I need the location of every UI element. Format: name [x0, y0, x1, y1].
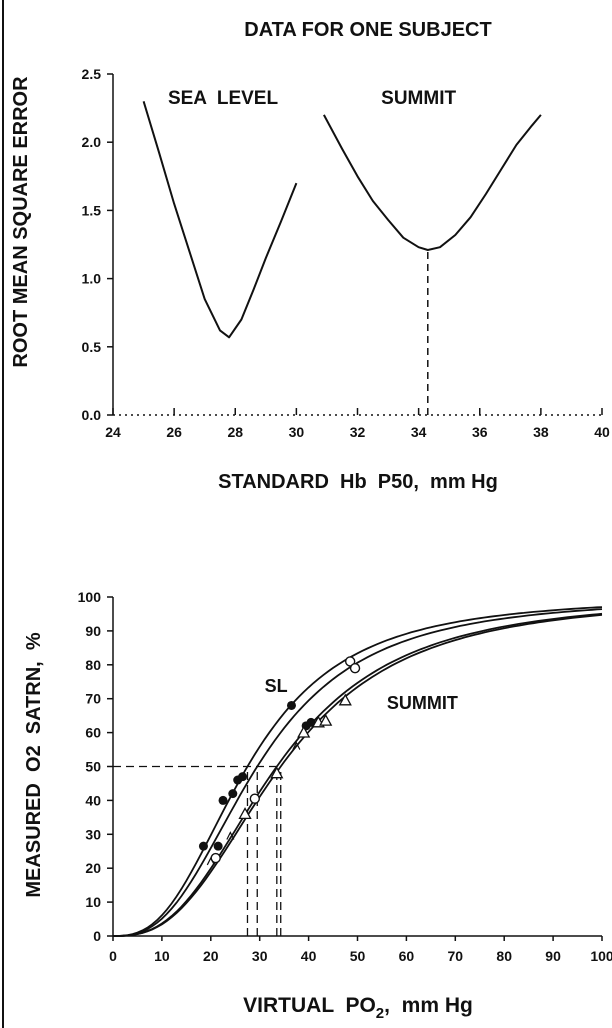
- x-axis-label: VIRTUAL PO2, mm Hg: [243, 994, 473, 1022]
- x-tick-label: 28: [227, 424, 243, 440]
- data-point-filled-circle: [213, 841, 223, 851]
- curve-annotation: SUMMIT: [387, 693, 458, 713]
- y-tick-label: 100: [78, 589, 102, 605]
- data-point-open-circle: [344, 656, 356, 667]
- data-point-open-circle: [249, 793, 261, 804]
- y-tick-label: 1.5: [82, 202, 102, 218]
- curve-annotation: SUMMIT: [381, 88, 456, 109]
- error-curve-1: [142, 101, 298, 339]
- x-tick-label: 50: [350, 948, 366, 964]
- y-tick-label: 30: [85, 826, 101, 842]
- y-tick-label: 40: [85, 792, 101, 808]
- y-tick-label: 10: [85, 894, 101, 910]
- data-point-filled-circle: [238, 772, 248, 782]
- y-tick-label: 90: [85, 623, 101, 639]
- x-tick-label: 80: [496, 948, 512, 964]
- y-tick-label: 1.0: [82, 271, 102, 287]
- data-point-open-triangle: [238, 807, 252, 820]
- y-tick-label: 2.0: [82, 134, 102, 150]
- saturation-curve-chart: MEASURED O2 SATRN, % VIRTUAL PO2, mm Hg …: [23, 589, 612, 1022]
- x-tick-label: 10: [154, 948, 170, 964]
- x-tick-label: 90: [545, 948, 561, 964]
- x-tick-label: 30: [289, 424, 305, 440]
- data-point-filled-circle: [218, 795, 228, 805]
- saturation-curve-4: [113, 614, 603, 937]
- x-axis-label: STANDARD Hb P50, mm Hg: [218, 471, 498, 493]
- saturation-curve-3: [113, 612, 603, 937]
- y-tick-label: 0.0: [82, 407, 102, 423]
- x-tick-label: 70: [448, 948, 464, 964]
- y-tick-label: 60: [85, 725, 101, 741]
- y-tick-label: 0.5: [82, 339, 102, 355]
- curve-annotation: SL: [265, 676, 288, 696]
- data-point-filled-circle: [228, 789, 238, 799]
- x-tick-label: 34: [411, 424, 427, 440]
- x-tick-label: 40: [301, 948, 317, 964]
- data-point-open-triangle: [338, 693, 352, 706]
- x-tick-label: 40: [594, 424, 610, 440]
- x-axis-label-main: VIRTUAL PO: [243, 994, 376, 1017]
- saturation-curve-2: [113, 608, 603, 937]
- y-tick-label: 2.5: [82, 66, 102, 82]
- x-tick-label: 32: [350, 424, 366, 440]
- x-tick-label: 60: [399, 948, 415, 964]
- data-point-open-triangle: [270, 766, 284, 779]
- y-axis-label: MEASURED O2 SATRN, %: [23, 632, 45, 897]
- rms-error-chart: DATA FOR ONE SUBJECT ROOT MEAN SQUARE ER…: [10, 19, 610, 493]
- x-axis-label-unit: , mm Hg: [384, 994, 473, 1017]
- x-tick-label: 26: [166, 424, 182, 440]
- y-tick-label: 0: [93, 928, 101, 944]
- x-tick-label: 36: [472, 424, 488, 440]
- x-tick-label: 38: [533, 424, 549, 440]
- curve-annotation: SEA LEVEL: [168, 88, 279, 109]
- data-point-small-triangle: [206, 856, 215, 866]
- x-tick-label: 20: [203, 948, 219, 964]
- data-point-open-triangle: [319, 713, 333, 726]
- y-tick-label: 50: [85, 759, 101, 775]
- data-point-small-triangle: [226, 831, 235, 840]
- x-axis-label-subscript: 2: [376, 1005, 384, 1022]
- y-tick-label: 20: [85, 860, 101, 876]
- x-tick-label: 24: [105, 424, 121, 440]
- chart-title: DATA FOR ONE SUBJECT: [244, 19, 491, 41]
- y-tick-label: 70: [85, 691, 101, 707]
- saturation-curve-1: [113, 606, 603, 937]
- x-tick-label: 100: [590, 948, 612, 964]
- y-axis-label: ROOT MEAN SQUARE ERROR: [10, 76, 32, 368]
- y-tick-label: 80: [85, 657, 101, 673]
- x-tick-label: 0: [109, 948, 117, 964]
- error-curve-2: [323, 114, 542, 251]
- data-point-small-triangle: [292, 741, 301, 750]
- data-point-open-triangle: [297, 725, 311, 738]
- data-point-filled-circle: [306, 717, 316, 727]
- x-tick-label: 30: [252, 948, 268, 964]
- data-point-filled-circle: [198, 841, 208, 851]
- data-point-filled-circle: [286, 700, 296, 710]
- data-point-open-circle: [349, 662, 361, 674]
